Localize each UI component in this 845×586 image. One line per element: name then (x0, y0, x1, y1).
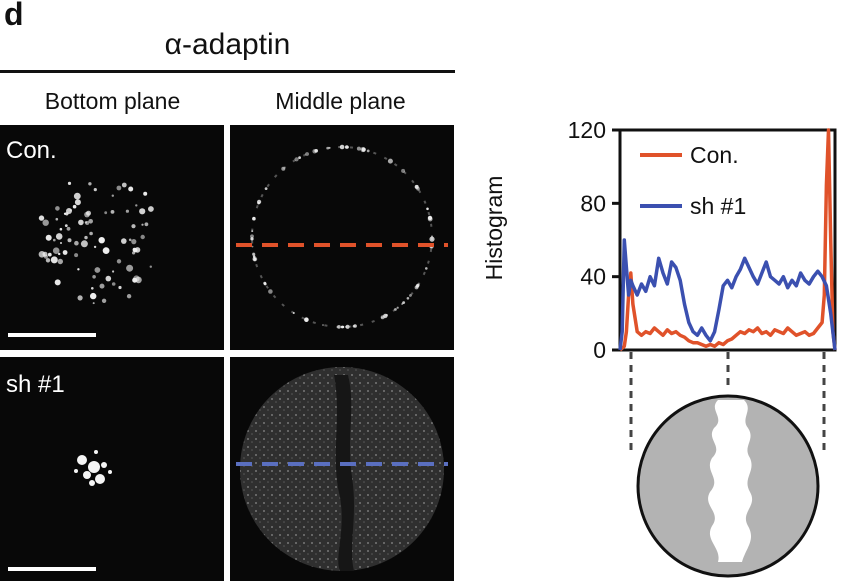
cell-diffuse-sh (236, 367, 448, 571)
y-tick-label: 40 (580, 264, 606, 290)
micrograph-sh-bottom: sh #1 (0, 357, 224, 581)
title-rule (0, 70, 455, 73)
figure-title: α-adaptin (164, 28, 291, 61)
legend-label-sh: sh #1 (690, 193, 746, 219)
row-label-sh: sh #1 (6, 371, 65, 398)
plot-frame (618, 128, 837, 352)
cell-ring-con (236, 144, 448, 329)
scale-bar (8, 567, 96, 571)
series-line-con (618, 128, 837, 352)
projection-lines (629, 352, 826, 455)
scale-bar (8, 333, 96, 337)
chromosome-shape (708, 400, 753, 562)
y-tick-label: 120 (568, 117, 606, 143)
cleavage-furrow (334, 375, 354, 571)
micrograph-sh-middle (230, 357, 454, 581)
puncta-cluster-sh (74, 450, 112, 486)
y-tick-label: 0 (593, 337, 606, 363)
histogram-chart: Histogram 0 40 80 120 Con. sh #1 (481, 117, 837, 578)
column-label-bottom-plane: Bottom plane (44, 88, 181, 114)
legend-label-con: Con. (690, 142, 739, 168)
y-tick-label: 80 (580, 190, 606, 216)
series-line-sh (618, 238, 837, 351)
legend: Con. sh #1 (640, 142, 746, 219)
panel-letter: d (4, 0, 24, 32)
micrograph-con-bottom: Con. (0, 125, 224, 350)
y-axis-label: Histogram (481, 176, 507, 281)
row-label-con: Con. (6, 137, 57, 164)
puncta-cluster-con (38, 181, 154, 305)
column-label-middle-plane: Middle plane (275, 88, 406, 114)
micrograph-con-middle (230, 125, 454, 350)
